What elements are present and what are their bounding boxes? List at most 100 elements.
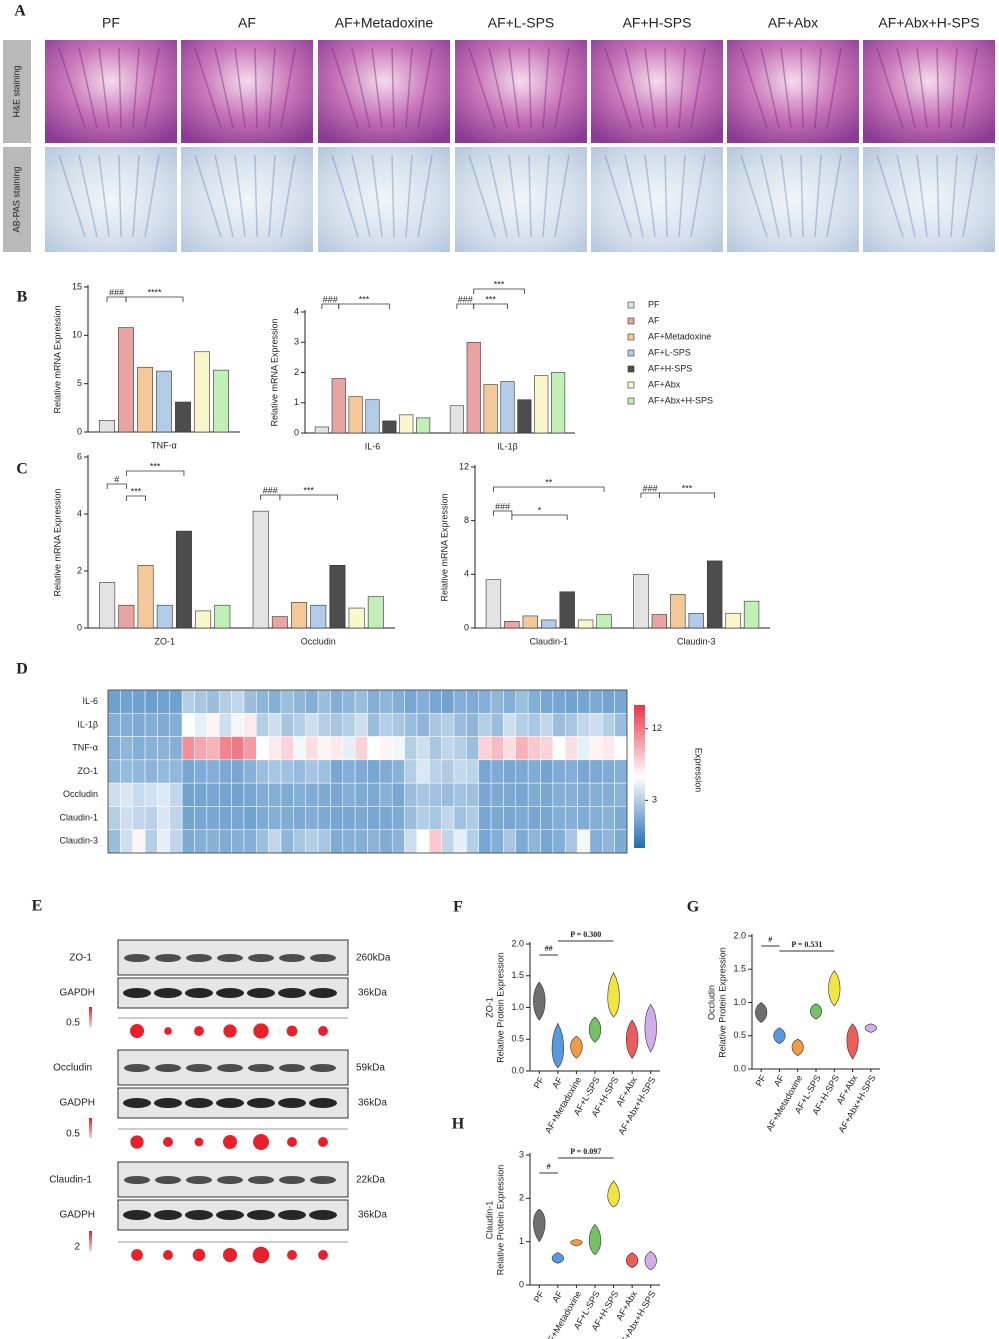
significance-bracket xyxy=(125,296,184,302)
heatmap-cell xyxy=(490,806,504,830)
tissue-fold xyxy=(936,47,940,129)
blot-band xyxy=(247,1210,275,1220)
significance-bracket xyxy=(493,486,605,492)
heatmap-cell xyxy=(144,689,158,714)
significance-bracket xyxy=(279,494,338,500)
heatmap-cell xyxy=(169,713,183,737)
heatmap-cell xyxy=(218,736,232,761)
bar xyxy=(522,615,538,629)
bar xyxy=(99,420,115,433)
x-tick-label: AF xyxy=(772,1073,787,1088)
heatmap-cell xyxy=(379,736,393,761)
bar xyxy=(500,381,515,434)
bar xyxy=(291,602,308,629)
x-tick-label: IL-6 xyxy=(365,441,381,451)
row-label-box xyxy=(3,147,31,252)
heatmap-cell xyxy=(379,689,393,714)
blot-band xyxy=(279,954,305,962)
column-header: AF+Abx+H-SPS xyxy=(878,15,979,31)
heatmap-cell xyxy=(478,782,492,807)
tissue-fold xyxy=(508,154,520,238)
significance-bracket xyxy=(511,514,568,520)
micrograph xyxy=(318,147,450,252)
bar xyxy=(367,596,384,629)
heatmap-cell xyxy=(317,689,331,714)
significance-bracket xyxy=(473,288,525,294)
heatmap-cell xyxy=(280,736,294,761)
micrograph xyxy=(45,147,177,252)
heatmap-cell xyxy=(564,782,578,807)
blot-band xyxy=(278,988,306,998)
y-tick-label: 12 xyxy=(459,461,469,471)
blot-band xyxy=(248,954,274,962)
bar xyxy=(156,370,172,433)
bar xyxy=(175,530,192,629)
protein-label: Occludin xyxy=(53,1063,92,1074)
significance-bracket xyxy=(125,495,146,501)
heatmap-cell xyxy=(367,782,381,807)
significance-bracket xyxy=(106,296,127,302)
heatmap-cell xyxy=(441,759,455,784)
tissue-fold xyxy=(488,154,508,238)
y-tick-label: 15 xyxy=(72,281,82,291)
heatmap-cell xyxy=(478,689,492,714)
legend-swatch xyxy=(627,397,635,405)
violin xyxy=(533,1208,546,1243)
tissue-fold xyxy=(554,154,570,238)
heatmap-cell xyxy=(317,713,331,737)
heatmap-cell xyxy=(589,759,603,784)
colorbar-tick-label: 12 xyxy=(652,723,662,733)
heatmap-cell xyxy=(181,689,195,714)
tissue-fold xyxy=(468,47,496,129)
heatmap-cell xyxy=(231,689,245,714)
micrograph xyxy=(181,40,313,143)
heatmap-cell xyxy=(589,806,603,830)
heatmap-cell xyxy=(243,689,257,714)
heatmap-cell xyxy=(564,713,578,737)
legend-label: AF+Abx+H-SPS xyxy=(648,395,713,405)
tissue-fold xyxy=(876,47,904,129)
tissue-fold xyxy=(916,47,928,129)
heatmap-cell xyxy=(107,829,121,854)
heatmap-cell xyxy=(354,689,368,714)
significance-label: P = 0.531 xyxy=(791,940,822,949)
legend-swatch xyxy=(627,365,635,373)
y-axis-label: Relative Protein Expression xyxy=(717,947,727,1058)
y-tick-label: 4 xyxy=(464,569,469,579)
heatmap-cell xyxy=(602,782,615,807)
bar xyxy=(651,614,668,629)
tissue-fold xyxy=(371,154,383,238)
significance-label: ### xyxy=(458,294,473,304)
tissue-fold xyxy=(826,154,842,238)
significance-label: *** xyxy=(150,461,161,471)
significance-label: ** xyxy=(545,477,553,487)
violin xyxy=(625,1019,639,1059)
heatmap-cell xyxy=(367,806,381,830)
y-tick-label: 0 xyxy=(294,427,299,437)
heatmap-cell xyxy=(564,689,578,714)
heatmap-cell xyxy=(527,759,541,784)
x-tick-label: IL-1β xyxy=(497,441,518,451)
heatmap-cell xyxy=(280,782,294,807)
blot-band xyxy=(185,1210,213,1220)
heatmap-cell xyxy=(268,759,282,784)
heatmap-cell xyxy=(527,782,541,807)
heatmap-cell xyxy=(614,829,628,854)
heatmap-cell xyxy=(342,736,356,761)
colorbar-label: Expression xyxy=(694,748,704,793)
x-tick-label: Occludin xyxy=(301,636,336,646)
column-header: AF+Abx xyxy=(768,15,818,31)
significance-bracket xyxy=(106,483,127,489)
bar xyxy=(365,399,380,434)
y-tick-label: 0.0 xyxy=(511,1065,524,1075)
heatmap-cell xyxy=(280,689,294,714)
tissue-fold xyxy=(132,47,140,129)
heatmap-frame xyxy=(107,689,628,854)
heatmap-cell xyxy=(478,829,492,854)
heatmap-cell xyxy=(194,806,208,830)
bar xyxy=(541,619,557,629)
violin xyxy=(607,971,620,1018)
micrograph xyxy=(591,147,723,252)
tissue-fold xyxy=(690,47,706,129)
heatmap-cell xyxy=(540,829,554,854)
